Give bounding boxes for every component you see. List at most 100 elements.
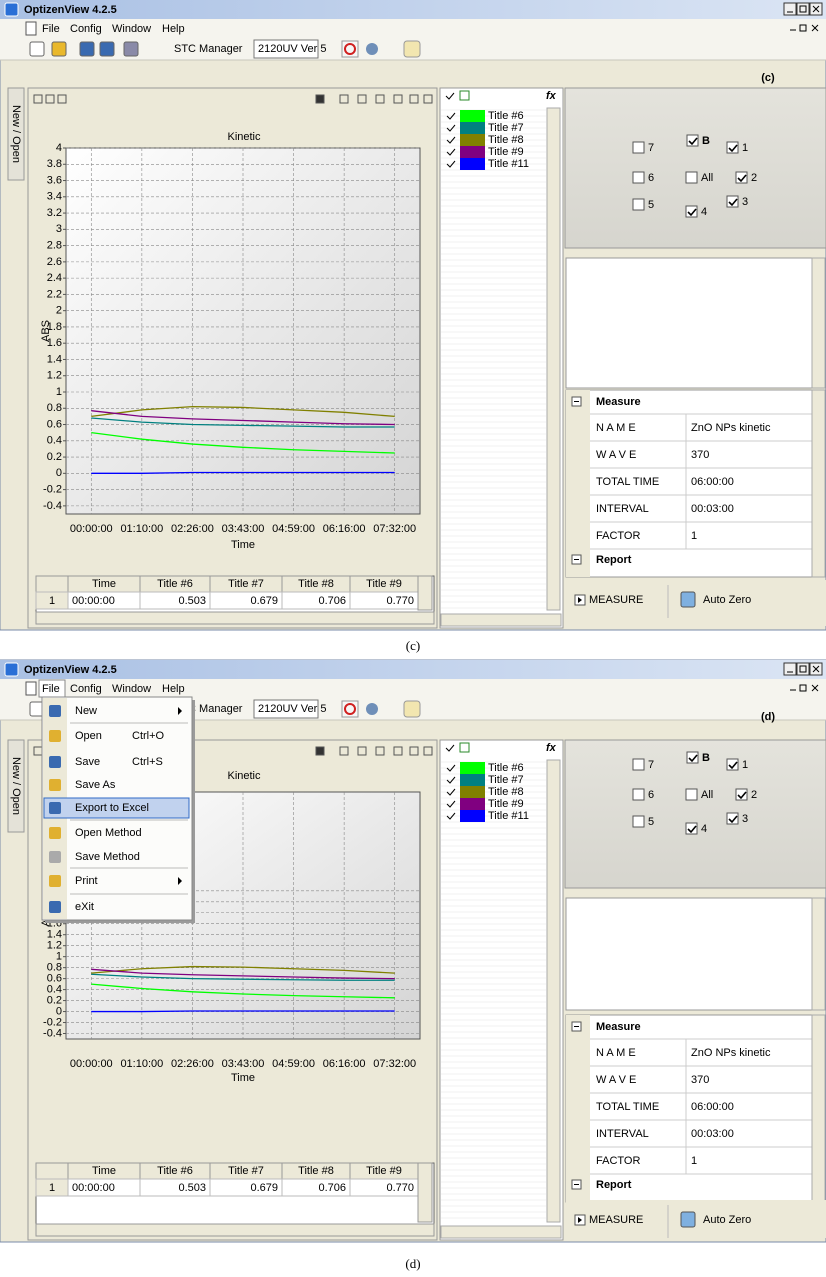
checkbox-label[interactable]: All — [701, 172, 713, 184]
y-tick-label: 0.2 — [47, 451, 62, 463]
menu-item[interactable]: Help — [162, 23, 185, 35]
autozero-icon — [681, 1212, 695, 1227]
legend-vscroll — [547, 760, 560, 1222]
legend-header: fx — [546, 742, 557, 754]
checkbox-label[interactable]: 6 — [648, 172, 654, 184]
checkbox-label[interactable]: 7 — [648, 759, 654, 771]
y-tick-label: 3.6 — [47, 174, 62, 186]
checkbox-label[interactable]: 2 — [751, 789, 757, 801]
checkbox-label[interactable]: 1 — [742, 142, 748, 154]
menu-item[interactable]: File — [42, 23, 60, 35]
checkbox[interactable] — [686, 789, 697, 800]
property-name: W A V E — [596, 449, 636, 461]
autozero-button[interactable]: Auto Zero — [703, 1214, 751, 1226]
property-section[interactable]: Measure — [596, 396, 641, 408]
y-tick-label: 0.4 — [47, 435, 62, 447]
property-scroll — [812, 1015, 825, 1202]
menu-item[interactable]: Window — [112, 23, 151, 35]
checkbox-label[interactable]: B — [702, 135, 710, 147]
property-section[interactable]: Report — [596, 1179, 632, 1191]
x-axis-label: Time — [231, 1072, 255, 1084]
screenshot-figure: OptizenView 4.2.5 File Config Window Help STC… — [0, 0, 826, 1277]
toolbar-icon — [404, 701, 420, 717]
legend-label: Title #9 — [488, 146, 524, 158]
checkbox-label[interactable]: 7 — [648, 142, 654, 154]
menu-entry[interactable]: New — [75, 705, 97, 717]
checkbox-label[interactable]: All — [701, 789, 713, 801]
checkbox-label[interactable]: 4 — [701, 206, 707, 218]
chart-title: Kinetic — [227, 131, 261, 143]
checkbox-label[interactable]: 1 — [742, 759, 748, 771]
measure-button[interactable]: MEASURE — [589, 594, 643, 606]
menu-item[interactable]: Config — [70, 23, 102, 35]
property-name: FACTOR — [596, 1155, 640, 1167]
toolbar-icon — [366, 43, 378, 55]
chart-tool-icon — [316, 747, 324, 755]
legend-swatch — [460, 146, 485, 158]
x-axis-label: Time — [231, 539, 255, 551]
menu-item[interactable]: Config — [70, 683, 102, 695]
menu-entry[interactable]: eXit — [75, 901, 94, 913]
checkbox[interactable] — [633, 199, 644, 210]
toolbar-icon — [404, 41, 420, 57]
y-tick-label: 3 — [56, 223, 62, 235]
legend-swatch — [460, 798, 485, 810]
checkbox[interactable] — [633, 759, 644, 770]
y-tick-label: 1 — [56, 386, 62, 398]
menu-item[interactable]: Help — [162, 683, 185, 695]
property-name: TOTAL TIME — [596, 1101, 659, 1113]
menu-entry[interactable]: Save As — [75, 779, 116, 791]
checkbox-label[interactable]: 4 — [701, 823, 707, 835]
y-tick-label: 2.2 — [47, 288, 62, 300]
menu-entry[interactable]: Print — [75, 875, 98, 887]
title-bar — [0, 0, 826, 19]
table-cell-text: 1 — [49, 595, 55, 607]
property-section[interactable]: Report — [596, 554, 632, 566]
figure-caption: (d) — [405, 1256, 420, 1271]
checkbox[interactable] — [633, 789, 644, 800]
menu-entry[interactable]: Open — [75, 730, 102, 742]
table-header: Time — [92, 1165, 116, 1177]
checkbox-label[interactable]: 6 — [648, 789, 654, 801]
menu-entry[interactable]: Open Method — [75, 827, 142, 839]
checkbox[interactable] — [686, 172, 697, 183]
title-bar — [0, 660, 826, 679]
autozero-button[interactable]: Auto Zero — [703, 594, 751, 606]
menu-entry[interactable]: Save — [75, 756, 100, 768]
side-tab-label[interactable]: New / Open — [10, 757, 22, 815]
checkbox[interactable] — [633, 172, 644, 183]
y-tick-label: 0.6 — [47, 973, 62, 985]
menu-entry[interactable]: Export to Excel — [75, 802, 149, 814]
toolbar-field-text[interactable]: 2120UV Ver 5 — [258, 703, 327, 715]
toolbar-button[interactable]: STC Manager — [174, 43, 243, 55]
y-tick-label: 1.2 — [47, 370, 62, 382]
checkbox-label[interactable]: 3 — [742, 196, 748, 208]
y-tick-label: 3.8 — [47, 158, 62, 170]
x-tick-label: 01:10:00 — [120, 1058, 163, 1070]
autozero-icon — [681, 592, 695, 607]
checkbox-label[interactable]: 3 — [742, 813, 748, 825]
menu-item[interactable]: File — [42, 683, 60, 695]
table-cell-text: 0.503 — [178, 1182, 206, 1194]
toolbar-field-text[interactable]: 2120UV Ver 5 — [258, 43, 327, 55]
table-header: Title #7 — [228, 578, 264, 590]
property-section[interactable]: Measure — [596, 1021, 641, 1033]
toolbar-icon — [100, 42, 114, 56]
measure-button[interactable]: MEASURE — [589, 1214, 643, 1226]
checkbox-label[interactable]: 2 — [751, 172, 757, 184]
property-name: TOTAL TIME — [596, 476, 659, 488]
property-value: 06:00:00 — [691, 1101, 734, 1113]
info-box-scroll — [812, 258, 825, 388]
menu-item[interactable]: Window — [112, 683, 151, 695]
side-tab-label[interactable]: New / Open — [10, 105, 22, 163]
app-title: OptizenView 4.2.5 — [24, 4, 117, 16]
legend-label: Title #6 — [488, 110, 524, 122]
checkbox-label[interactable]: 5 — [648, 816, 654, 828]
table-cell-text: 0.503 — [178, 595, 206, 607]
toolbar-icon — [124, 42, 138, 56]
checkbox[interactable] — [633, 816, 644, 827]
checkbox[interactable] — [633, 142, 644, 153]
menu-icon — [49, 779, 61, 791]
checkbox-label[interactable]: B — [702, 752, 710, 764]
checkbox-label[interactable]: 5 — [648, 199, 654, 211]
